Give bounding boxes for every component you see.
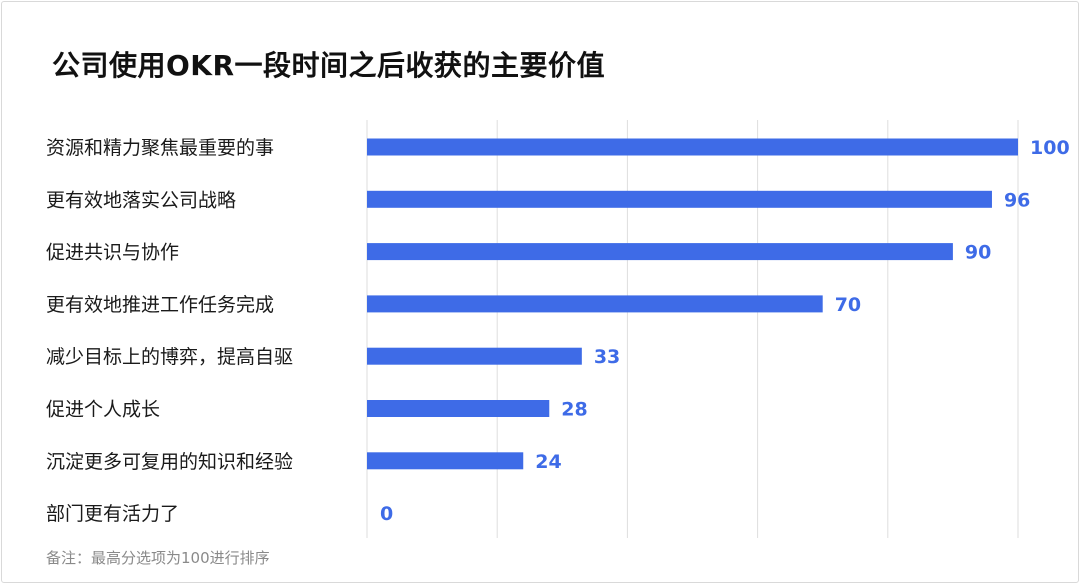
bar bbox=[367, 295, 823, 313]
bar bbox=[367, 243, 953, 261]
category-label: 部门更有活力了 bbox=[46, 503, 179, 525]
bar bbox=[367, 347, 582, 365]
value-label: 70 bbox=[835, 294, 861, 316]
category-label: 更有效地推进工作任务完成 bbox=[46, 294, 274, 316]
value-label: 33 bbox=[594, 346, 620, 368]
category-label: 沉淀更多可复用的知识和经验 bbox=[46, 451, 293, 473]
bar bbox=[367, 452, 524, 470]
category-label: 减少目标上的博弈，提高自驱 bbox=[46, 346, 293, 368]
category-label: 促进个人成长 bbox=[46, 399, 160, 421]
value-label: 90 bbox=[965, 242, 991, 264]
value-label: 28 bbox=[561, 399, 587, 421]
category-label: 促进共识与协作 bbox=[46, 242, 179, 264]
category-label: 资源和精力聚焦最重要的事 bbox=[46, 137, 274, 159]
value-label: 96 bbox=[1004, 189, 1030, 211]
bar bbox=[367, 400, 550, 417]
value-label: 0 bbox=[380, 503, 393, 525]
bar bbox=[367, 190, 992, 208]
value-label: 100 bbox=[1030, 137, 1070, 159]
bar bbox=[367, 138, 1018, 156]
value-label: 24 bbox=[535, 451, 561, 473]
chart-note: 备注：最高分选项为100进行排序 bbox=[46, 549, 270, 567]
chart-title: 公司使用OKR一段时间之后收获的主要价值 bbox=[52, 49, 606, 82]
category-label: 更有效地落实公司战略 bbox=[46, 189, 236, 211]
